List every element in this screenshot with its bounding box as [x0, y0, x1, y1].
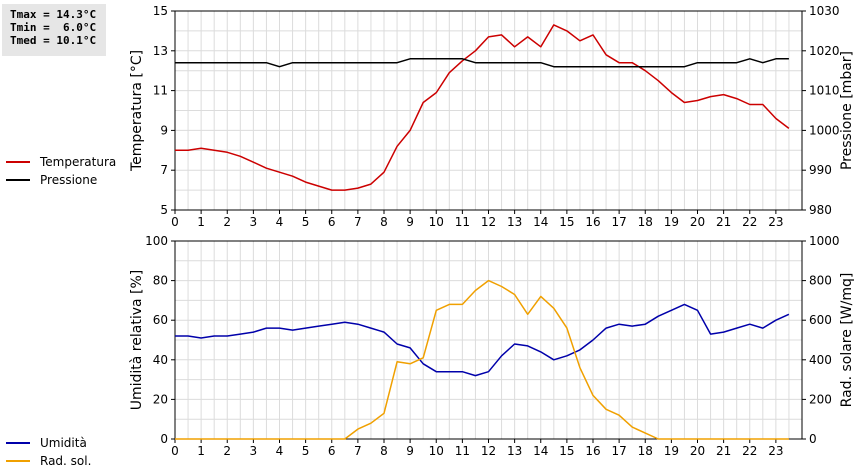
- series-line-pressione: [175, 58, 789, 68]
- x-tick-label: 17: [611, 215, 626, 229]
- y-tick-label: 60: [153, 313, 168, 327]
- legend-item-temperatura: Temperatura: [6, 153, 116, 171]
- tmax-text: Tmax = 14.3°C: [10, 8, 97, 21]
- y-axis-label-2: Umidità relativa [%]: [129, 270, 145, 411]
- x-tick-label: 6: [328, 444, 336, 458]
- legend-swatch-temperatura: [6, 161, 30, 163]
- y2-tick-label: 1010: [809, 84, 840, 98]
- tmed-text: Tmed = 10.1°C: [10, 34, 97, 47]
- y-tick-label: 11: [153, 84, 168, 98]
- x-tick-label: 20: [690, 444, 705, 458]
- legend-label-pressione: Pressione: [40, 173, 98, 187]
- x-tick-label: 7: [354, 215, 362, 229]
- x-tick-label: 14: [533, 215, 548, 229]
- x-tick-label: 12: [481, 215, 496, 229]
- y2-tick-label: 1030: [809, 4, 840, 18]
- x-tick-label: 14: [533, 444, 548, 458]
- y2-tick-label: 1020: [809, 44, 840, 58]
- y2-tick-label: 990: [809, 163, 832, 177]
- x-tick-label: 7: [354, 444, 362, 458]
- x-tick-label: 18: [638, 444, 653, 458]
- y-axis-label-1: Temperatura [°C]: [129, 50, 145, 172]
- series-line-temperatura: [175, 24, 790, 191]
- y2-axis-label-2: Rad. solare [W/mq]: [839, 273, 855, 408]
- x-tick-label: 16: [585, 215, 600, 229]
- y-tick-label: 0: [160, 432, 168, 446]
- series-line-rad-sol: [175, 279, 789, 440]
- y-tick-label: 100: [145, 234, 168, 248]
- legend-swatch-radsol: [6, 460, 30, 462]
- x-tick-label: 8: [380, 215, 388, 229]
- x-tick-label: 21: [716, 444, 731, 458]
- legend-item-pressione: Pressione: [6, 171, 116, 189]
- x-tick-label: 8: [380, 444, 388, 458]
- x-tick-label: 22: [742, 215, 757, 229]
- y2-tick-label: 1000: [809, 123, 840, 137]
- x-tick-label: 16: [585, 444, 600, 458]
- legend-swatch-pressione: [6, 179, 30, 181]
- x-tick-label: 17: [611, 444, 626, 458]
- x-tick-label: 11: [455, 215, 470, 229]
- stats-box: Tmax = 14.3°C Tmin = 6.0°C Tmed = 10.1°C: [2, 4, 106, 56]
- y2-tick-label: 600: [809, 313, 832, 327]
- legend-label-umidita: Umidità: [40, 436, 87, 450]
- x-tick-label: 10: [429, 444, 444, 458]
- x-tick-label: 1: [197, 215, 205, 229]
- x-tick-label: 1: [197, 444, 205, 458]
- x-tick-label: 22: [742, 444, 757, 458]
- y-tick-label: 15: [153, 4, 168, 18]
- legend-item-umidita: Umidità: [6, 434, 91, 452]
- y-tick-label: 7: [160, 163, 168, 177]
- legend-top: Temperatura Pressione: [6, 153, 116, 189]
- x-tick-label: 13: [507, 215, 522, 229]
- x-tick-label: 19: [664, 444, 679, 458]
- x-tick-label: 23: [768, 215, 783, 229]
- y-tick-label: 13: [153, 44, 168, 58]
- y2-tick-label: 800: [809, 274, 832, 288]
- x-tick-label: 12: [481, 444, 496, 458]
- legend-swatch-umidita: [6, 442, 30, 444]
- x-tick-label: 3: [250, 444, 258, 458]
- x-tick-label: 19: [664, 215, 679, 229]
- x-tick-label: 5: [302, 444, 310, 458]
- x-tick-label: 0: [171, 215, 179, 229]
- x-tick-label: 23: [768, 444, 783, 458]
- x-tick-label: 9: [406, 215, 414, 229]
- y2-tick-label: 980: [809, 203, 832, 217]
- x-tick-label: 3: [250, 215, 258, 229]
- x-tick-label: 0: [171, 444, 179, 458]
- y-tick-label: 80: [153, 274, 168, 288]
- x-tick-label: 13: [507, 444, 522, 458]
- y2-axis-label-1: Pressione [mbar]: [839, 51, 855, 170]
- y-tick-label: 5: [160, 203, 168, 217]
- x-tick-label: 4: [276, 444, 284, 458]
- series-line-umidit: [175, 303, 790, 377]
- x-tick-label: 21: [716, 215, 731, 229]
- y-tick-label: 9: [160, 123, 168, 137]
- tmin-text: Tmin = 6.0°C: [10, 21, 97, 34]
- x-tick-label: 2: [223, 215, 231, 229]
- y2-tick-label: 1000: [809, 234, 840, 248]
- y2-tick-label: 400: [809, 353, 832, 367]
- weather-charts: 0 1 2 3 4 5 6 7 8 9 10 11 12 13 14 15 16 17 18 19 20 21 22 2357…: [129, 4, 855, 458]
- y-tick-label: 20: [153, 392, 168, 406]
- x-tick-label: 20: [690, 215, 705, 229]
- x-tick-label: 18: [638, 215, 653, 229]
- x-tick-label: 5: [302, 215, 310, 229]
- x-tick-label: 9: [406, 444, 414, 458]
- x-tick-label: 6: [328, 215, 336, 229]
- x-tick-label: 2: [223, 444, 231, 458]
- y2-tick-label: 0: [809, 432, 817, 446]
- x-tick-label: 15: [559, 215, 574, 229]
- legend-label-temperatura: Temperatura: [40, 155, 117, 169]
- x-tick-label: 10: [429, 215, 444, 229]
- x-tick-label: 4: [276, 215, 284, 229]
- y2-tick-label: 200: [809, 392, 832, 406]
- y-tick-label: 40: [153, 353, 168, 367]
- x-tick-label: 15: [559, 444, 574, 458]
- x-tick-label: 11: [455, 444, 470, 458]
